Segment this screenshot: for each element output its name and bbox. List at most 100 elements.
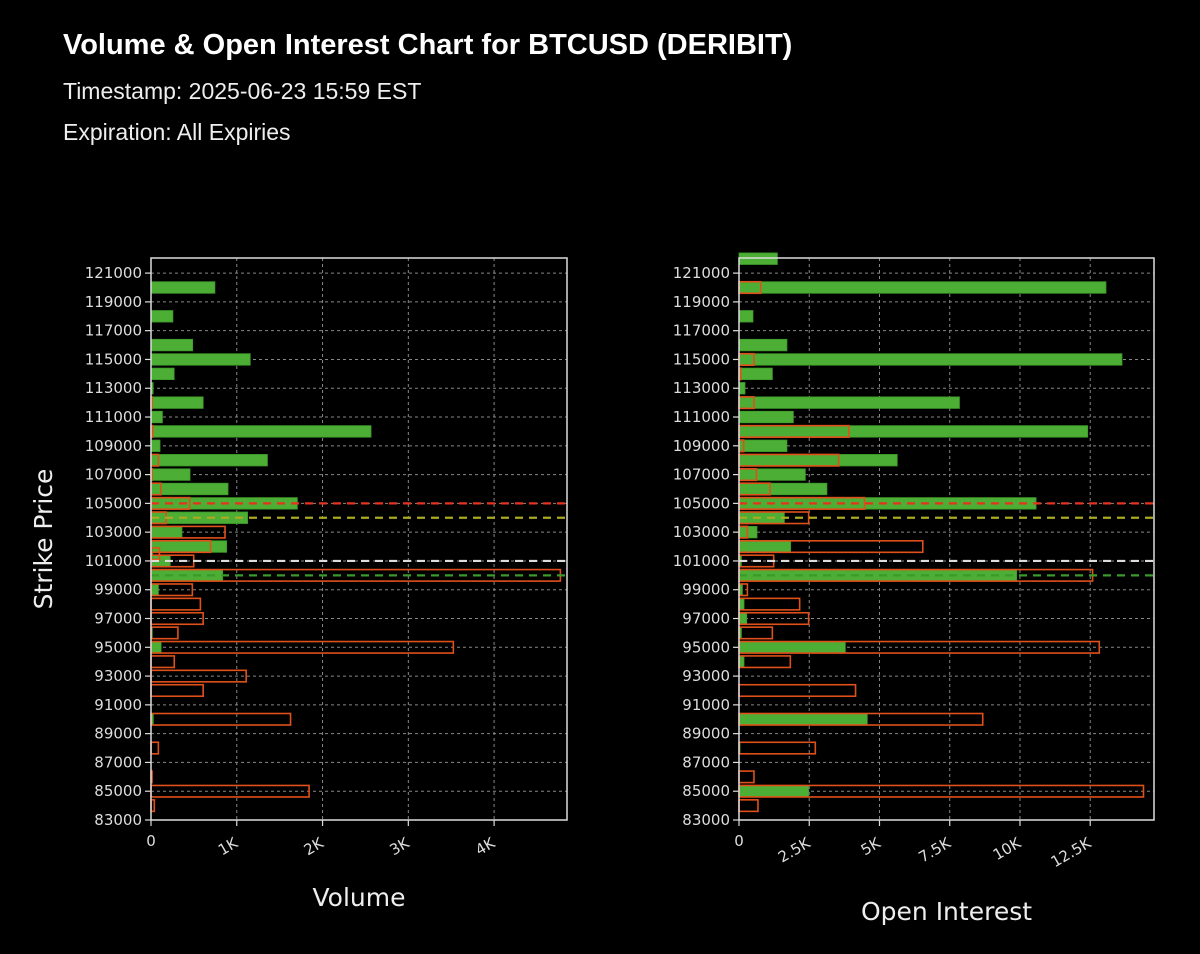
y-tick-label: 95000 — [682, 638, 730, 656]
call-bar — [738, 410, 794, 424]
y-tick-label: 89000 — [94, 725, 142, 743]
call-bar — [150, 353, 251, 366]
x-tick-label: 2K — [301, 833, 328, 859]
y-tick-label: 113000 — [85, 379, 142, 397]
y-tick-label: 107000 — [673, 466, 730, 484]
call-bar — [150, 540, 228, 553]
call-bar — [150, 410, 163, 424]
x-tick-label: 0 — [146, 832, 156, 850]
y-tick-label: 85000 — [94, 782, 142, 800]
put-bar — [738, 655, 792, 669]
call-bar — [150, 526, 183, 539]
call-bar — [150, 338, 194, 352]
x-tick-label: 10K — [990, 833, 1025, 864]
x-tick-label: 3K — [387, 833, 414, 859]
y-tick-label: 99000 — [682, 581, 730, 599]
call-bar — [738, 396, 960, 409]
x-tick-label: 12.5K — [1048, 833, 1095, 871]
put-bar — [738, 597, 801, 611]
call-bar — [150, 281, 216, 294]
y-tick-label: 117000 — [85, 322, 142, 340]
put-bar — [738, 683, 857, 698]
call-bar — [150, 367, 175, 381]
y-tick-label: 93000 — [94, 667, 142, 685]
y-tick-label: 105000 — [673, 494, 730, 512]
y-tick-label: 111000 — [85, 408, 142, 426]
call-bar — [738, 785, 810, 798]
y-tick-label: 101000 — [673, 552, 730, 570]
call-bar — [150, 641, 162, 654]
y-tick-label: 113000 — [673, 379, 730, 397]
x-axis-label: Volume — [313, 883, 406, 912]
y-tick-label: 105000 — [85, 494, 142, 512]
y-tick-label: 83000 — [682, 811, 730, 829]
y-tick-label: 97000 — [94, 610, 142, 628]
call-bar — [150, 468, 191, 481]
call-bar — [738, 468, 806, 481]
x-tick-label: 0 — [734, 832, 744, 850]
plot-frame — [738, 257, 1155, 821]
x-tick-label: 7.5K — [916, 833, 955, 866]
call-bar — [150, 454, 268, 467]
call-bar — [738, 482, 828, 496]
put-bar — [150, 741, 160, 755]
y-tick-label: 103000 — [85, 523, 142, 541]
y-tick-label: 89000 — [682, 725, 730, 743]
call-bar — [738, 425, 1089, 438]
call-bar — [738, 281, 1107, 294]
timestamp-label: Timestamp: 2025-06-23 15:59 EST — [63, 78, 422, 104]
put-bar — [738, 799, 759, 813]
y-tick-label: 115000 — [85, 350, 142, 368]
y-tick-label: 95000 — [94, 638, 142, 656]
y-tick-label: 103000 — [673, 523, 730, 541]
y-tick-label: 83000 — [94, 811, 142, 829]
y-tick-label: 111000 — [673, 408, 730, 426]
call-bar — [150, 439, 161, 452]
put-bar — [150, 655, 176, 669]
call-bar — [738, 454, 898, 467]
y-tick-label: 109000 — [673, 437, 730, 455]
call-bar — [738, 338, 788, 352]
put-bar — [150, 597, 202, 611]
put-bar — [150, 683, 204, 698]
put-bar — [738, 611, 810, 626]
y-tick-label: 119000 — [673, 293, 730, 311]
y-tick-label: 115000 — [673, 350, 730, 368]
y-tick-label: 85000 — [682, 782, 730, 800]
call-bar — [738, 353, 1123, 366]
call-bar — [738, 641, 846, 654]
call-bar — [738, 382, 746, 395]
call-bar — [150, 583, 159, 596]
put-bar — [738, 626, 774, 640]
call-bar — [738, 569, 1018, 582]
call-bar — [150, 310, 174, 323]
x-tick-label: 2.5K — [775, 833, 814, 866]
put-bar — [738, 741, 817, 755]
put-bar — [738, 770, 755, 784]
call-bar — [738, 612, 748, 625]
y-tick-label: 119000 — [85, 293, 142, 311]
put-bar — [150, 712, 292, 726]
plot-frame — [150, 257, 568, 821]
y-tick-label: 117000 — [673, 322, 730, 340]
y-tick-label: 121000 — [85, 264, 142, 282]
y-tick-label: 109000 — [85, 437, 142, 455]
call-bar — [738, 439, 788, 452]
put-bar — [150, 626, 179, 640]
call-bar — [150, 425, 372, 438]
call-bar — [738, 540, 792, 553]
call-bar — [738, 367, 773, 381]
chart-title: Volume & Open Interest Chart for BTCUSD … — [63, 29, 793, 61]
call-bar — [738, 310, 754, 323]
y-tick-label: 99000 — [94, 581, 142, 599]
call-bar — [150, 482, 229, 496]
expiration-label: Expiration: All Expiries — [63, 119, 291, 145]
y-tick-label: 91000 — [682, 696, 730, 714]
y-tick-label: 121000 — [673, 264, 730, 282]
call-bar — [150, 396, 204, 409]
y-axis-label: Strike Price — [29, 469, 58, 610]
x-tick-label: 1K — [215, 833, 242, 859]
y-tick-label: 107000 — [85, 466, 142, 484]
y-tick-label: 93000 — [682, 667, 730, 685]
